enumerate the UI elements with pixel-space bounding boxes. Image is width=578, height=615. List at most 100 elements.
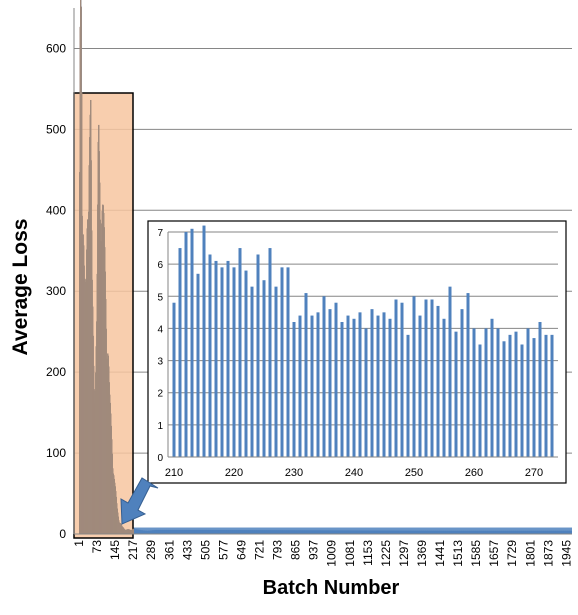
inset-bar (472, 328, 476, 457)
inset-x-tick-label: 210 (165, 467, 183, 479)
inset-y-tick-label: 1 (157, 421, 163, 432)
main-x-tick-label: 73 (90, 540, 104, 554)
inset-bar (304, 293, 308, 457)
main-y-tick-label: 0 (59, 527, 66, 541)
inset-bar (232, 267, 236, 457)
main-x-tick-label: 1657 (487, 540, 501, 567)
inset-bar (358, 312, 362, 457)
highlight-bar (132, 528, 135, 534)
inset-bar (424, 299, 428, 457)
inset-bar (274, 286, 278, 457)
inset-bar (370, 309, 374, 457)
inset-bar (226, 260, 230, 457)
inset-bar (250, 286, 254, 457)
main-x-tick-label: 793 (271, 540, 285, 560)
main-y-tick-labels: 0 100 200 300 400 500 600 (46, 41, 66, 541)
inset-bar (388, 318, 392, 457)
inset-x-tick-label: 240 (345, 467, 363, 479)
main-x-tick-label: 217 (126, 540, 140, 560)
main-x-tick-label: 1945 (559, 540, 573, 567)
inset-bar (310, 315, 314, 457)
inset-bar (532, 338, 536, 457)
inset-bar (460, 309, 464, 457)
main-x-tick-label: 1081 (343, 540, 357, 567)
inset-y-tick-label: 0 (157, 453, 163, 464)
main-x-tick-label: 721 (253, 540, 267, 560)
inset-bar (400, 302, 404, 457)
inset-bar (202, 225, 206, 457)
main-x-tick-label: 361 (162, 540, 176, 560)
main-x-tick-label: 1801 (523, 540, 537, 567)
inset-bar (244, 270, 248, 457)
inset-bar (544, 334, 548, 457)
main-x-tick-label: 649 (234, 540, 248, 560)
inset-x-tick-labels: 210 220 230 240 250 260 270 (165, 467, 543, 479)
inset-bar (256, 254, 260, 457)
inset-bar (526, 328, 530, 457)
inset-bar (508, 334, 512, 457)
inset-y-tick-label: 5 (157, 292, 163, 303)
main-x-tick-label: 577 (216, 540, 230, 560)
inset-bar (346, 315, 350, 457)
main-x-tick-label: 1585 (469, 540, 483, 567)
main-y-tick-label: 200 (46, 365, 66, 379)
inset-bar (196, 273, 200, 457)
inset-frame (147, 220, 567, 484)
main-y-tick-label: 300 (46, 284, 66, 298)
inset-bar (454, 331, 458, 457)
inset-bar (340, 322, 344, 457)
inset-bar (442, 318, 446, 457)
inset-bar (178, 248, 182, 457)
inset-x-tick-label: 260 (465, 467, 483, 479)
inset-y-tick-label: 4 (157, 324, 163, 335)
main-bar (133, 527, 572, 534)
inset-bar (538, 322, 542, 457)
inset-bar (376, 315, 380, 457)
inset-bar (430, 299, 434, 457)
inset-bar (190, 228, 194, 457)
inset-bars (172, 225, 554, 457)
main-x-tick-label: 145 (108, 540, 122, 560)
inset-bar (214, 260, 218, 457)
inset-y-tick-label: 6 (157, 260, 163, 271)
main-x-tick-label: 865 (289, 540, 303, 560)
inset-bar (298, 315, 302, 457)
inset-bar (364, 328, 368, 457)
inset-y-tick-label: 2 (157, 389, 163, 400)
main-x-tick-label: 505 (198, 540, 212, 560)
inset-bar (418, 315, 422, 457)
inset-bar (394, 299, 398, 457)
inset-bar (316, 312, 320, 457)
inset-x-tick-label: 230 (285, 467, 303, 479)
main-x-tick-label: 433 (180, 540, 194, 560)
main-x-tick-labels: 1 73 145 217 289 361 433 505 577 649 721 793 865 937 1… (72, 540, 573, 567)
inset-bar (520, 344, 524, 457)
inset-y-tick-label: 3 (157, 357, 163, 368)
inset-x-tick-label: 250 (405, 467, 423, 479)
inset-bar (184, 232, 188, 457)
main-x-tick-label: 1729 (505, 540, 519, 567)
main-x-tick-label: 1873 (541, 540, 555, 567)
inset-bar (238, 248, 242, 457)
inset-bar (220, 267, 224, 457)
inset-y-tick-labels: 0 1 2 3 4 5 6 7 (157, 228, 163, 464)
main-x-tick-label: 1009 (325, 540, 339, 567)
inset-x-tick-label: 270 (525, 467, 543, 479)
main-y-tick-label: 600 (46, 41, 66, 55)
inset-bar (328, 309, 332, 457)
inset-bar (268, 248, 272, 457)
inset-bar (352, 318, 356, 457)
inset-bar (466, 293, 470, 457)
main-x-tick-label: 1225 (379, 540, 393, 567)
main-y-tick-label: 500 (46, 122, 66, 136)
inset-bar (436, 305, 440, 457)
inset-bar (286, 267, 290, 457)
inset-bar (550, 334, 554, 457)
main-x-tick-label: 1513 (451, 540, 465, 567)
inset-bar (406, 334, 410, 457)
inset-chart: 0 1 2 3 4 5 6 7 210 220 230 240 250 260 270 (147, 220, 567, 484)
inset-bar (334, 302, 338, 457)
inset-bar (490, 318, 494, 457)
main-x-tick-label: 937 (307, 540, 321, 560)
